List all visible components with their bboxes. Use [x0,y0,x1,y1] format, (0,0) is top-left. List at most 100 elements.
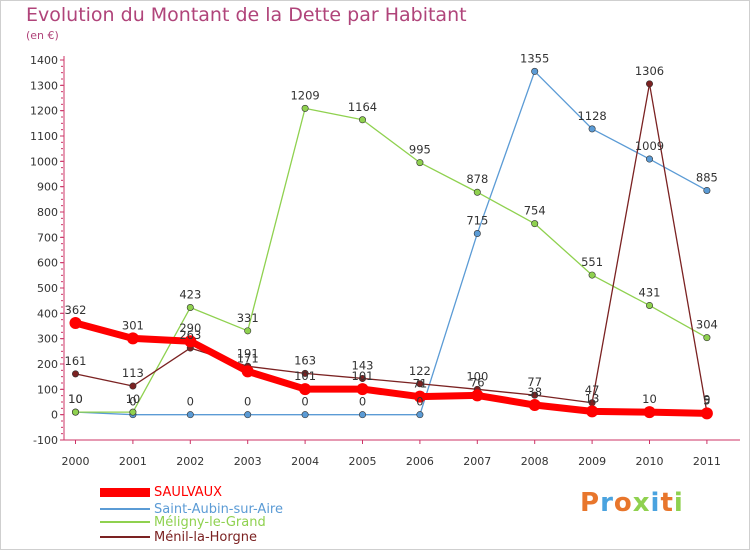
data-point [358,116,366,124]
data-label: 10 [68,392,83,406]
proxiti-logo: Proxiti [580,488,684,518]
data-label: 0 [187,395,194,409]
y-tick-label: 1300 [30,79,58,92]
data-label: 301 [122,318,144,332]
logo-letter: t [660,488,674,518]
data-label: 13 [585,391,600,405]
data-label: 1209 [290,88,319,102]
data-point [129,408,137,416]
data-point [473,188,481,196]
data-label: 10 [126,392,141,406]
data-label: 885 [696,170,718,184]
series-line-saint-aubin-sur-aire [74,70,708,416]
data-point [586,405,599,418]
data-label: 0 [129,395,136,409]
y-tick-label: 800 [37,206,58,219]
logo-letter: o [613,488,633,518]
data-point [244,327,252,335]
data-label: 101 [352,369,374,383]
data-label: 1128 [577,109,606,123]
data-point [186,411,194,419]
legend-swatch [100,508,150,510]
data-point [72,408,80,416]
x-tick-label: 2004 [291,455,319,468]
y-tick-label: -100 [33,434,58,447]
y-tick-label: 1100 [30,130,58,143]
chart-title: Evolution du Montant de la Dette par Hab… [26,4,467,26]
x-tick-label: 2007 [463,455,491,468]
data-label: 76 [470,375,485,389]
legend-swatch [100,521,150,523]
data-point [301,411,309,419]
data-point [531,67,539,75]
data-point [643,406,656,419]
data-label: 431 [639,285,661,299]
data-label: 1009 [635,139,664,153]
y-tick-label: 900 [37,181,58,194]
data-label: 163 [294,353,316,367]
data-point [301,104,309,112]
y-tick-label: 100 [37,383,58,396]
chart-subtitle: (en €) [26,29,59,42]
data-label: 100 [466,369,488,383]
data-label: 171 [237,351,259,365]
series-line-m-ligny-le-grand [74,107,708,413]
y-tick-label: 1000 [30,155,58,168]
data-label: 263 [179,328,201,342]
data-label: 161 [65,354,87,368]
data-label: 0 [416,395,423,409]
x-tick-label: 2009 [578,455,606,468]
y-tick-label: 0 [51,409,58,422]
y-tick-label: 400 [37,307,58,320]
data-point [186,304,194,312]
data-point [416,159,424,167]
y-tick-label: 300 [37,333,58,346]
y-tick-label: 500 [37,282,58,295]
data-label: 10 [642,392,657,406]
data-point [645,301,653,309]
data-point [184,335,197,348]
data-point [528,399,541,412]
data-point [588,125,596,133]
data-point [471,389,484,402]
data-point [356,383,369,396]
data-label: 5 [703,393,710,407]
legend-label: Saint-Aubin-sur-Aire [154,501,283,517]
data-point [703,334,711,342]
legend-swatch [100,487,150,497]
data-label: 122 [409,364,431,378]
x-tick-label: 2005 [349,455,377,468]
x-tick-label: 2000 [62,455,90,468]
logo-letter: P [580,488,601,518]
series-line-saulvaux [72,319,711,417]
data-point [413,390,426,403]
series-line-m-nil-la-horgne [74,83,708,414]
logo-letter: r [600,488,614,518]
legend-item-menil-la-horgne: Ménil-la-Horgne [100,529,257,545]
x-tick-label: 2006 [406,455,434,468]
legend-label: Méligny-le-Grand [154,514,266,530]
y-tick-label: 600 [37,257,58,270]
data-point [358,411,366,419]
data-label: 71 [413,377,428,391]
data-label: 113 [122,366,144,380]
data-label: 47 [585,383,600,397]
legend-item-saint-aubin-sur-aire: Saint-Aubin-sur-Aire [100,501,283,517]
y-tick-label: 200 [37,358,58,371]
data-label: 1164 [348,100,377,114]
data-point [358,374,366,382]
data-label: 715 [466,214,488,228]
data-label: 878 [466,172,488,186]
data-point [69,316,82,329]
logo-letter: x [632,488,651,518]
data-point [299,383,312,396]
data-point [473,230,481,238]
data-label: 10 [68,392,83,406]
data-point [126,332,139,345]
data-point [645,155,653,163]
x-tick-label: 2002 [176,455,204,468]
data-point [531,220,539,228]
data-label: 423 [179,288,201,302]
data-point [244,411,252,419]
